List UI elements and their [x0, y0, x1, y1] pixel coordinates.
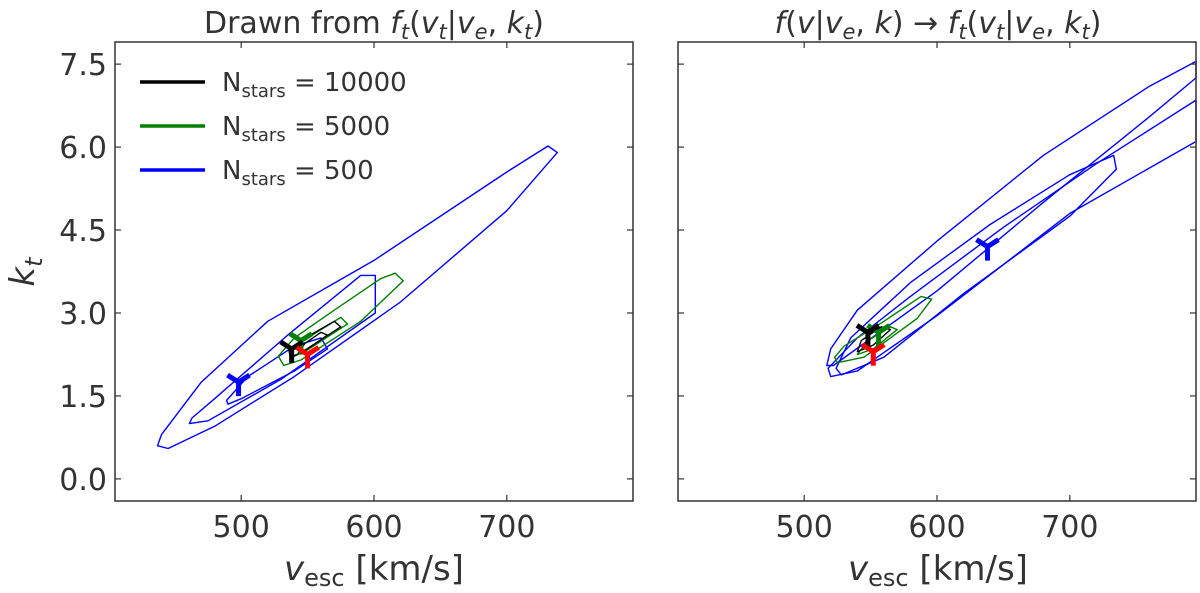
- left-xtick-label-700: 700: [478, 510, 535, 545]
- left-ytick-label-6: 6.0: [59, 131, 107, 166]
- left-contour-n-stars-500-0: [156, 145, 558, 450]
- left-x-axis-label: vesc [km/s]: [284, 549, 464, 592]
- right-marker-n-stars-10000-best-fit: [855, 323, 881, 347]
- left-panel: Drawn from ft(vt|ve, kt) 500 600 700 0.0 1.5…: [3, 6, 634, 592]
- left-xtick-label-600: 600: [345, 510, 402, 545]
- right-panel: f(v|ve, k) → ft(vt|ve, kt) 500 600 700 ves…: [677, 6, 1197, 592]
- right-panel-title: f(v|ve, k) → ft(vt|ve, kt): [775, 6, 1102, 44]
- right-marker-true-value: [860, 342, 886, 366]
- left-marker-true-value: [295, 345, 320, 369]
- left-ytick-label-7.5: 7.5: [59, 48, 107, 83]
- left-y-axis-label: kt: [3, 256, 48, 287]
- left-markers: [226, 331, 320, 397]
- left-ytick-label-4.5: 4.5: [59, 214, 107, 249]
- left-panel-title: Drawn from ft(vt|ve, kt): [204, 6, 544, 44]
- left-ytick-label-3: 3.0: [59, 297, 107, 332]
- left-marker-n-stars-500-best-fit: [226, 372, 251, 397]
- left-contour-n-stars-500-2: [225, 337, 329, 405]
- left-contour-n-stars-10000-1: [297, 331, 329, 354]
- right-ticks: 500 600 700: [678, 42, 1196, 545]
- left-xtick-label-500: 500: [213, 510, 270, 545]
- right-contour-n-stars-500-2: [826, 60, 1197, 367]
- right-xtick-label-500: 500: [776, 510, 833, 545]
- left-marker-n-stars-10000-best-fit: [279, 339, 304, 363]
- right-x-axis-label: vesc [km/s]: [848, 549, 1028, 592]
- right-xtick-label-600: 600: [908, 510, 965, 545]
- legend-label-5000: Nstars = 5000: [222, 112, 390, 146]
- legend-label-10000: Nstars = 10000: [222, 68, 407, 102]
- left-ytick-label-1.5: 1.5: [59, 380, 107, 415]
- left-contours: [156, 145, 558, 450]
- left-contour-n-stars-5000-0: [277, 272, 404, 367]
- left-plot-frame: [114, 41, 634, 502]
- right-markers: [855, 237, 1000, 366]
- legend: Nstars = 10000 Nstars = 5000 Nstars = 50…: [140, 68, 407, 190]
- left-ytick-label-0: 0.0: [59, 463, 107, 498]
- legend-label-500: Nstars = 500: [222, 156, 374, 190]
- left-ticks: 500 600 700 0.0 1.5 3.0 4.5 6.0 7.5: [59, 42, 633, 545]
- left-contour-n-stars-500-1: [188, 274, 376, 425]
- right-marker-n-stars-500-best-fit: [975, 237, 1000, 261]
- right-xtick-label-700: 700: [1041, 510, 1098, 545]
- right-contours: [826, 60, 1197, 378]
- right-plot-frame: [677, 41, 1197, 502]
